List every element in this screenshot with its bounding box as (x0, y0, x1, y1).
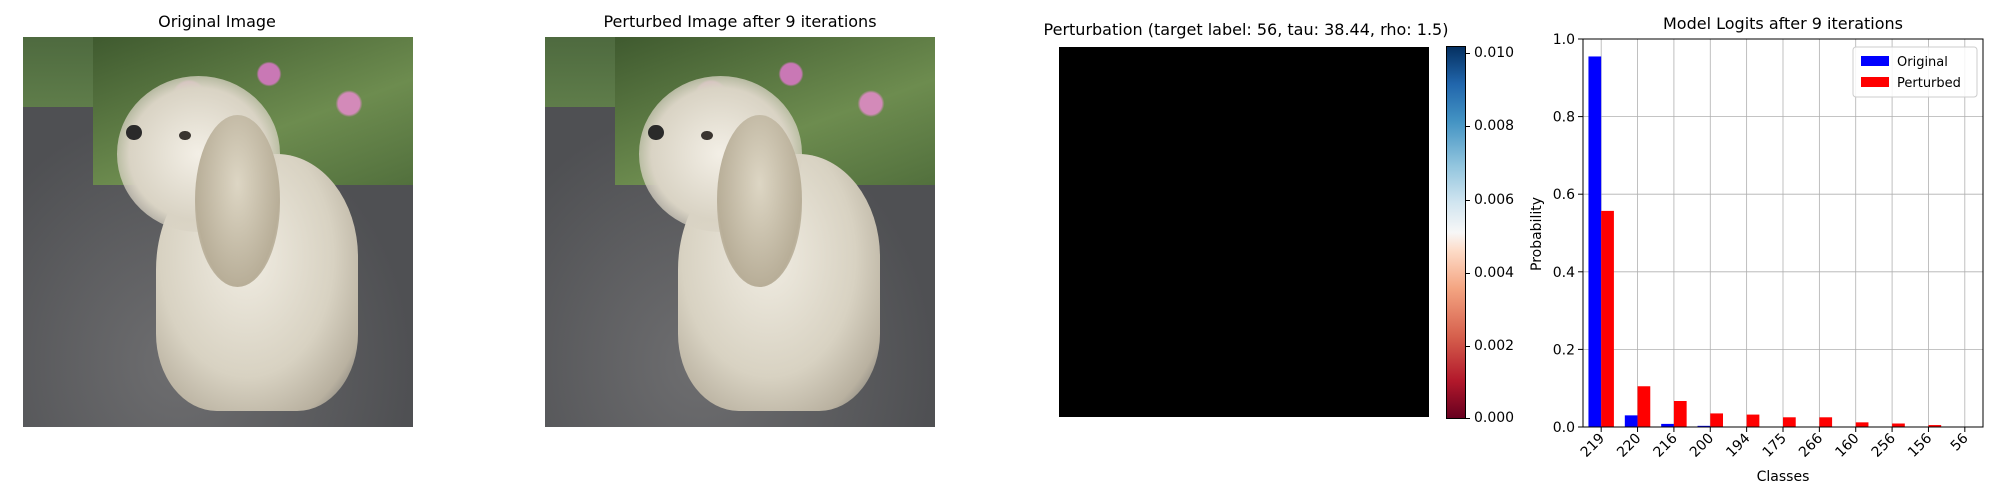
perturbed-image-title: Perturbed Image after 9 iterations (603, 12, 877, 31)
colorbar-tick-label: 0.008 (1474, 118, 1515, 134)
x-tick-label: 156 (1905, 430, 1935, 460)
perturbation-colorbar (1446, 46, 1466, 419)
colorbar-tick-label: 0.004 (1474, 265, 1515, 281)
bar-perturbed-194 (1746, 414, 1760, 427)
colorbar-tickmark (1465, 346, 1470, 347)
bar-perturbed-175 (1783, 417, 1796, 427)
bars-layer (1588, 56, 1978, 428)
y-axis-label: Probability (1529, 197, 1545, 271)
colorbar-tickmark (1465, 200, 1470, 201)
y-tick-label: 0.0 (1553, 420, 1575, 436)
bar-original-220 (1624, 415, 1638, 427)
bar-perturbed-216 (1673, 401, 1687, 427)
colorbar-tickmark (1465, 53, 1470, 54)
original-image (23, 37, 413, 427)
perturbation-map (1059, 47, 1429, 417)
x-tick-label: 194 (1723, 430, 1753, 460)
bar-original-219 (1588, 56, 1602, 428)
perturbation-title: Perturbation (target label: 56, tau: 38.… (1043, 20, 1449, 39)
legend-label-original: Original (1897, 55, 1948, 70)
bar-perturbed-160 (1855, 422, 1869, 427)
x-tick-label: 220 (1614, 431, 1644, 461)
x-tick-label: 56 (1948, 430, 1972, 454)
x-tick-label: 266 (1796, 430, 1826, 460)
x-tick-label: 219 (1578, 431, 1608, 461)
plot-frame (1582, 38, 1984, 428)
x-tick-label: 200 (1687, 431, 1717, 461)
bar-perturbed-256 (1892, 423, 1905, 427)
x-axis-label: Classes (1757, 469, 1810, 485)
x-tick-label: 216 (1651, 430, 1681, 460)
y-tick-label: 0.8 (1553, 110, 1575, 126)
x-tick-label: 175 (1760, 431, 1790, 461)
colorbar-tick-label: 0.000 (1474, 410, 1515, 426)
colorbar-tick-label: 0.010 (1474, 45, 1515, 61)
bar-original-216 (1661, 423, 1674, 427)
legend-label-perturbed: Perturbed (1897, 76, 1961, 91)
y-tick-label: 0.6 (1553, 187, 1575, 203)
x-tick-label: 160 (1832, 431, 1862, 461)
legend: Original Perturbed (1852, 46, 1978, 98)
colorbar-tick-label: 0.006 (1474, 192, 1515, 208)
bar-perturbed-266 (1819, 417, 1833, 427)
original-image-title: Original Image (158, 12, 276, 31)
colorbar-tickmark (1465, 273, 1470, 274)
bar-perturbed-200 (1710, 413, 1723, 427)
colorbar-tickmark (1465, 418, 1470, 419)
colorbar-tick-label: 0.002 (1474, 338, 1515, 354)
chart-title: Model Logits after 9 iterations (1663, 14, 1903, 33)
bar-perturbed-156 (1928, 425, 1942, 427)
perturbed-image (545, 37, 935, 427)
bar-perturbed-220 (1637, 386, 1651, 427)
legend-swatch-original (1861, 56, 1889, 66)
bar-original-200 (1697, 425, 1711, 427)
y-tick-label: 0.2 (1553, 342, 1575, 358)
colorbar-tickmark (1465, 126, 1470, 127)
legend-swatch-perturbed (1861, 77, 1889, 87)
bar-perturbed-219 (1601, 210, 1614, 427)
y-tick-label: 0.4 (1553, 265, 1575, 281)
x-tick-label: 256 (1869, 430, 1899, 460)
y-tick-label: 1.0 (1553, 32, 1575, 48)
